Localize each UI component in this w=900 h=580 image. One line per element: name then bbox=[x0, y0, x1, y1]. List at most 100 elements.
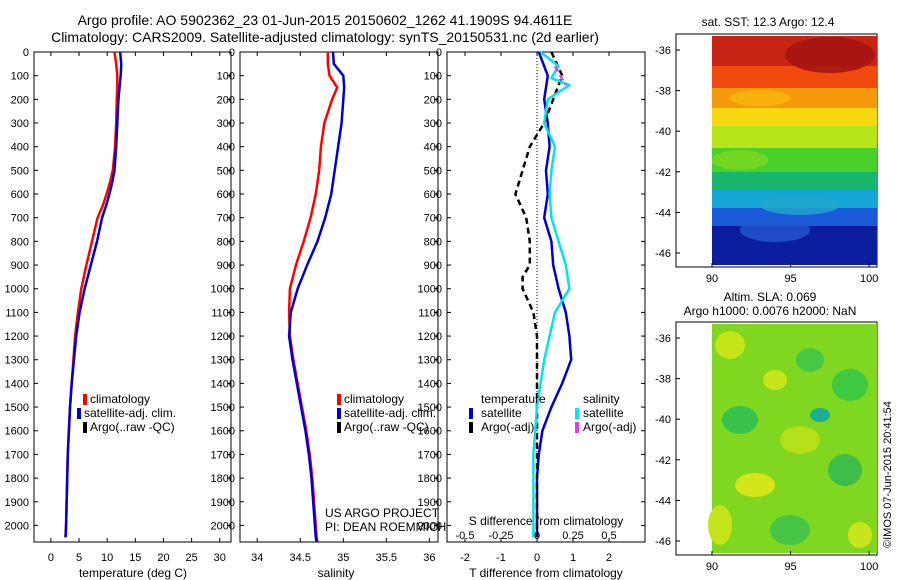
y-tick-label: 1000 bbox=[5, 284, 29, 296]
legend-label-sal-satellite: satellite bbox=[583, 406, 624, 420]
legend-title-temperature: temperature bbox=[481, 392, 546, 406]
difference-top-x-label: S difference from climatology bbox=[469, 514, 624, 528]
credit-pi: PI: DEAN ROEMMICH bbox=[325, 520, 446, 534]
top-x-tick-label: 0.25 bbox=[562, 530, 583, 542]
difference-x-ticks: -2 -1 0 1 2-0.5 -0.25 0 0.25 0.5 bbox=[456, 52, 617, 564]
y-tick-label: 1800 bbox=[418, 473, 442, 485]
x-tick-label: 0 bbox=[48, 552, 54, 564]
sst-map-ticks: 90 95 100 -36 -38 -40 -42 -44 -46 bbox=[655, 45, 878, 285]
y-tick-label: 1700 bbox=[211, 449, 235, 461]
imos-timestamp-stamp: ©IMOS 07-Jun-2015 20:41:54 bbox=[882, 401, 894, 548]
series-line-satellite-adj-clim- bbox=[64, 51, 123, 538]
y-tick-label: 1200 bbox=[418, 331, 442, 343]
legend-swatch-satellite bbox=[337, 408, 341, 419]
sla-field-image bbox=[708, 324, 877, 553]
y-tick-label: 200 bbox=[424, 94, 442, 106]
y-tick-label: 1500 bbox=[5, 402, 29, 414]
y-tick-label: 100 bbox=[217, 71, 235, 83]
difference-legend: temperature salinity satellite Argo(-adj… bbox=[469, 392, 636, 434]
x-tick-label: -1 bbox=[496, 552, 506, 564]
y-tick-label: 600 bbox=[11, 189, 29, 201]
x-tick-label: 35.5 bbox=[376, 552, 397, 564]
y-tick-label: 300 bbox=[424, 118, 442, 130]
salinity-series bbox=[287, 51, 346, 543]
temperature-series bbox=[64, 51, 123, 538]
y-tick-label: 1500 bbox=[211, 402, 235, 414]
lat-tick-label: -36 bbox=[655, 333, 671, 345]
x-tick-label: 36 bbox=[423, 552, 435, 564]
x-tick-label: 10 bbox=[101, 552, 113, 564]
y-tick-label: 900 bbox=[424, 260, 442, 272]
y-tick-label: 1500 bbox=[418, 402, 442, 414]
temperature-panel: 0100200300400500600700800900100011001200… bbox=[5, 47, 232, 580]
y-tick-label: 2000 bbox=[418, 520, 442, 532]
y-tick-label: 1100 bbox=[418, 307, 442, 319]
lon-tick-label: 90 bbox=[706, 273, 718, 285]
lat-tick-label: -46 bbox=[655, 248, 671, 260]
y-tick-label: 800 bbox=[11, 236, 29, 248]
y-tick-label: 300 bbox=[217, 118, 235, 130]
difference-x-label: T difference from climatology bbox=[469, 566, 623, 580]
y-tick-label: 0 bbox=[23, 47, 29, 59]
legend-title-salinity: salinity bbox=[583, 392, 620, 406]
lon-tick-label: 100 bbox=[860, 273, 878, 285]
lat-tick-label: -44 bbox=[655, 207, 671, 219]
legend-label-temp-satellite: satellite bbox=[481, 406, 522, 420]
difference-panel: 0100200300400500600700800900100011001200… bbox=[418, 47, 646, 580]
y-tick-label: 1300 bbox=[211, 355, 235, 367]
y-tick-label: 700 bbox=[424, 213, 442, 225]
y-tick-label: 500 bbox=[217, 165, 235, 177]
y-tick-label: 1000 bbox=[418, 284, 442, 296]
credit-project: US ARGO PROJECT bbox=[325, 506, 440, 520]
lat-tick-label: -38 bbox=[655, 374, 671, 386]
y-tick-label: 500 bbox=[424, 165, 442, 177]
y-tick-label: 1800 bbox=[5, 473, 29, 485]
y-tick-label: 1100 bbox=[5, 307, 29, 319]
legend-label-climatology: climatology bbox=[90, 392, 150, 406]
legend-swatch-climatology bbox=[83, 394, 87, 405]
sla-map-title-line2: Argo h1000: 0.0076 h2000: NaN bbox=[684, 304, 857, 318]
salinity-x-label: salinity bbox=[318, 566, 355, 580]
lon-tick-label: 95 bbox=[784, 273, 796, 285]
legend-swatch-argo bbox=[337, 422, 341, 433]
y-tick-label: 1400 bbox=[211, 378, 235, 390]
y-tick-label: 1200 bbox=[5, 331, 29, 343]
series-line-temperature-argo-adj- bbox=[514, 51, 564, 538]
lat-tick-label: -44 bbox=[655, 495, 671, 507]
lon-tick-label: 90 bbox=[706, 561, 718, 573]
y-tick-label: 1000 bbox=[211, 284, 235, 296]
legend-swatch-climatology bbox=[337, 394, 341, 405]
y-tick-label: 1400 bbox=[5, 378, 29, 390]
y-tick-label: 700 bbox=[217, 213, 235, 225]
x-tick-label: 35 bbox=[337, 552, 349, 564]
x-tick-label: 2 bbox=[606, 552, 612, 564]
y-tick-label: 900 bbox=[217, 260, 235, 272]
y-tick-label: 200 bbox=[217, 94, 235, 106]
salinity-y-ticks: 0 100 200 300 400 500 600 700 800 900 1000 1100 1200… bbox=[211, 47, 438, 532]
difference-y-ticks: 0 100 200 300 400 500 600 700 800 900 1000 1100 1200… bbox=[418, 47, 645, 532]
y-tick-label: 400 bbox=[424, 142, 442, 154]
legend-label-argo: Argo(..raw -QC) bbox=[344, 420, 429, 434]
y-tick-label: 1900 bbox=[5, 497, 29, 509]
lat-tick-label: -42 bbox=[655, 455, 671, 467]
y-tick-label: 1300 bbox=[418, 355, 442, 367]
legend-label-argo: Argo(..raw -QC) bbox=[90, 420, 175, 434]
chart-title-line1: Argo profile: AO 5902362_23 01-Jun-2015 … bbox=[77, 12, 573, 28]
series-line-salinity-argo-adj- bbox=[553, 65, 567, 86]
y-tick-label: 800 bbox=[424, 236, 442, 248]
y-tick-label: 1300 bbox=[5, 355, 29, 367]
legend-swatch-temp-argo bbox=[469, 422, 473, 433]
x-tick-label: 25 bbox=[185, 552, 197, 564]
y-tick-label: 1400 bbox=[418, 378, 442, 390]
lat-tick-label: -38 bbox=[655, 86, 671, 98]
temperature-axes-frame bbox=[33, 51, 232, 543]
y-tick-label: 1600 bbox=[418, 426, 442, 438]
difference-axes-frame bbox=[446, 51, 646, 543]
legend-swatch-sal-satellite bbox=[575, 408, 579, 419]
y-tick-label: 300 bbox=[11, 118, 29, 130]
sst-field-image bbox=[712, 36, 877, 265]
salinity-axes-frame bbox=[239, 51, 439, 543]
series-line-satellite-adj-clim- bbox=[287, 51, 346, 543]
lon-tick-label: 95 bbox=[784, 561, 796, 573]
y-tick-label: 100 bbox=[11, 71, 29, 83]
